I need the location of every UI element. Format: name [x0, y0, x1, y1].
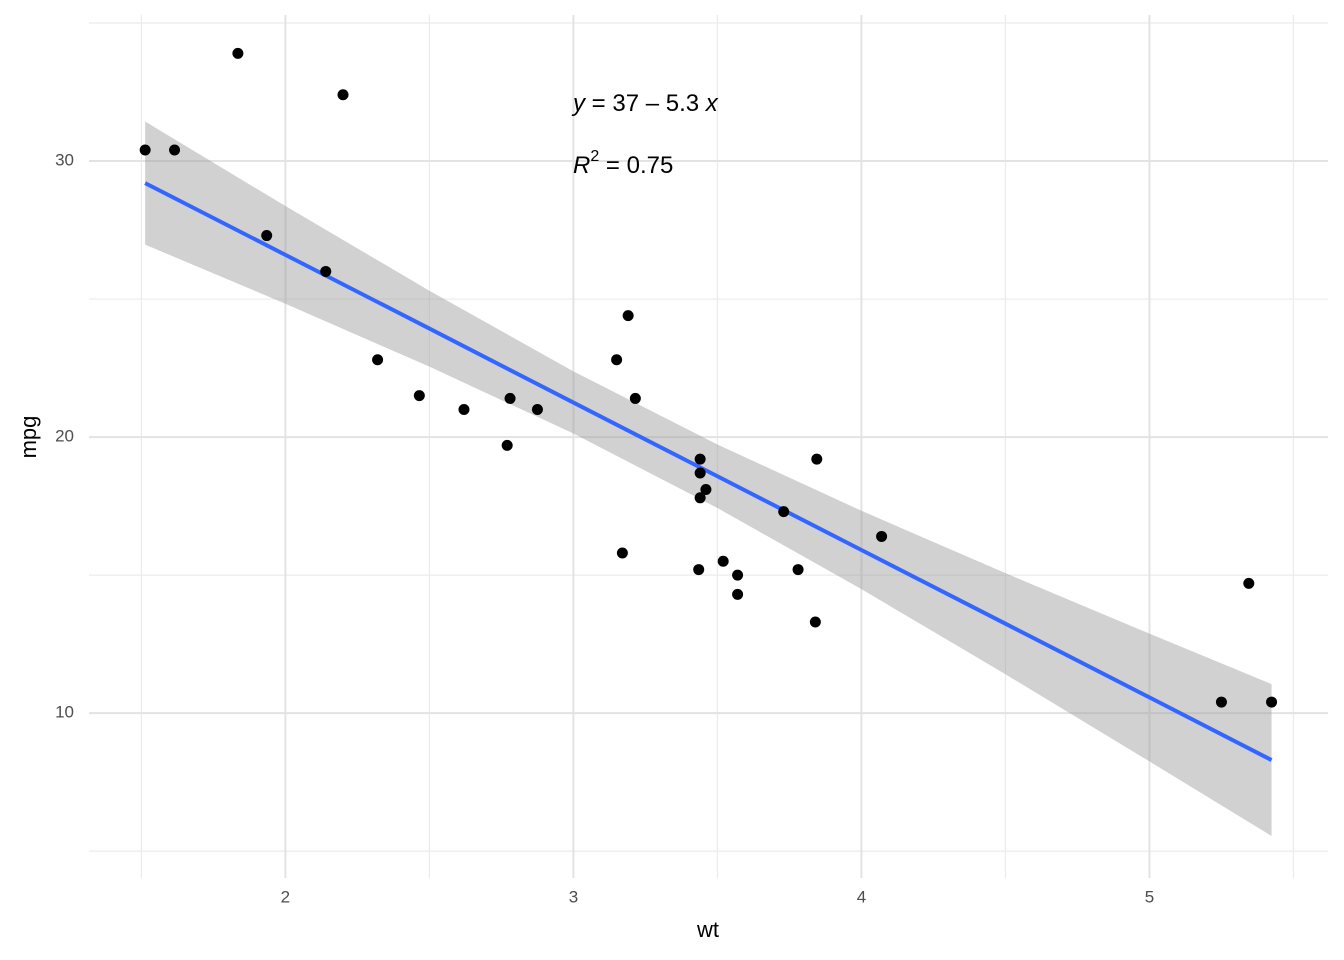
y-tick-label: 10 [55, 703, 74, 722]
fit-line [144, 181, 1273, 762]
point [504, 392, 516, 404]
point [732, 588, 744, 600]
equation-part: y [571, 90, 587, 117]
point [629, 392, 641, 404]
point [876, 530, 888, 542]
x-axis-title: wt [696, 917, 719, 942]
point [1215, 696, 1227, 708]
equation-part: = 37 – 5.3 [585, 90, 706, 117]
point [811, 453, 823, 465]
x-tick-label: 2 [281, 887, 290, 906]
x-tick-label: 3 [569, 887, 578, 906]
point [732, 569, 744, 581]
point [1243, 577, 1255, 589]
point [261, 230, 273, 242]
equation-part: x [705, 90, 719, 117]
point [139, 144, 151, 156]
confidence-band [145, 121, 1272, 836]
point [792, 564, 804, 576]
point [320, 265, 332, 277]
y-axis-title: mpg [16, 416, 41, 459]
point [413, 390, 425, 402]
x-tick-label: 4 [857, 887, 866, 906]
equation: y = 37 – 5.3 x [571, 90, 719, 117]
point [458, 403, 470, 415]
r-squared-part: = 0.75 [599, 152, 673, 179]
point [778, 506, 790, 518]
point [694, 492, 706, 504]
r-squared-part: R [573, 152, 590, 179]
point [693, 564, 705, 576]
r-squared: R2 = 0.75 [573, 148, 673, 179]
point [622, 310, 634, 322]
point [531, 403, 543, 415]
point [809, 616, 821, 628]
point [700, 484, 712, 496]
point [616, 547, 628, 559]
point [611, 354, 623, 366]
point [1266, 696, 1278, 708]
y-tick-label: 20 [55, 427, 74, 446]
point [337, 89, 349, 101]
point [372, 354, 384, 366]
r-squared-part: 2 [590, 148, 599, 165]
point [694, 453, 706, 465]
point [169, 144, 181, 156]
x-tick-label: 5 [1145, 887, 1154, 906]
point [232, 47, 244, 59]
point [694, 467, 706, 479]
y-tick-label: 30 [55, 151, 74, 170]
point [717, 555, 729, 567]
point [501, 439, 513, 451]
